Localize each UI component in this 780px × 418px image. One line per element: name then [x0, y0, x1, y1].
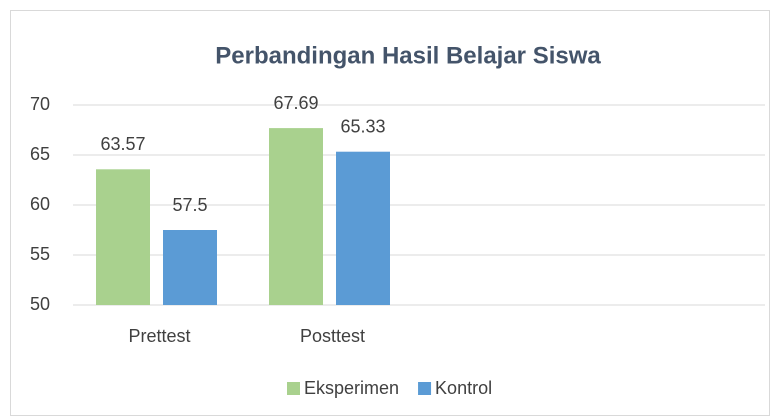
x-tick-label: Posttest — [300, 326, 365, 346]
y-tick-label: 65 — [30, 144, 50, 164]
bar — [269, 128, 323, 305]
data-label: 63.57 — [100, 134, 145, 154]
y-tick-label: 60 — [30, 194, 50, 214]
x-tick-label: Prettest — [128, 326, 190, 346]
legend-swatch — [418, 382, 432, 395]
legend-label: Eksperimen — [304, 378, 399, 398]
data-label: 65.33 — [340, 116, 385, 136]
y-tick-label: 50 — [30, 294, 50, 314]
legend-swatch — [287, 382, 300, 395]
bar — [163, 230, 217, 305]
data-label: 57.5 — [172, 195, 207, 215]
y-tick-label: 55 — [30, 244, 50, 264]
data-label: 67.69 — [273, 93, 318, 113]
y-tick-label: 70 — [30, 94, 50, 114]
chart-title: Perbandingan Hasil Belajar Siswa — [215, 42, 601, 69]
legend-label: Kontrol — [435, 378, 492, 398]
bar — [96, 169, 150, 305]
bar — [336, 151, 390, 305]
